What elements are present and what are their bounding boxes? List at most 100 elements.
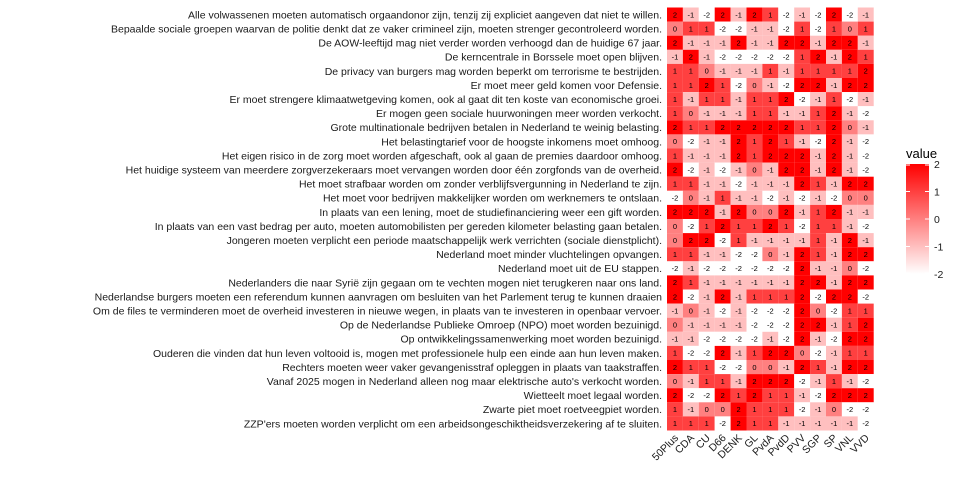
heatmap-cell: [714, 303, 731, 318]
cell-value-label: -2: [799, 377, 806, 386]
heatmap-cell: [667, 92, 683, 107]
row-label: Nederlanders die naar Syrië zijn gegaan …: [228, 277, 662, 289]
cell-value-label: -2: [783, 10, 790, 19]
cell-value-label: -1: [847, 208, 854, 217]
heatmap-cell: [857, 219, 874, 234]
row-label: Het huidige systeem van meerdere zorgver…: [126, 164, 662, 176]
heatmap-cell: [810, 331, 826, 346]
cell-value-label: 1: [736, 391, 740, 400]
cell-value-label: -2: [751, 250, 758, 259]
column-label: CDA: [673, 432, 697, 456]
cell-value-label: 2: [673, 123, 677, 132]
cell-value-label: -2: [847, 405, 854, 414]
heatmap-cell: [794, 92, 811, 107]
cell-value-label: -2: [862, 137, 869, 146]
row-label: Er moet meer geld komen voor Defensie.: [471, 80, 662, 92]
cell-value-label: -1: [703, 250, 710, 259]
row-label: Er mogen geen sociale huurwoningen meer …: [376, 108, 662, 120]
cell-value-label: -1: [783, 363, 790, 372]
heatmap-cell: [714, 345, 731, 360]
row-label: Nederland moet uit de EU stappen.: [498, 263, 662, 275]
heatmap-cell: [698, 247, 715, 262]
cell-value-label: -1: [815, 264, 822, 273]
cell-value-label: -1: [672, 306, 679, 315]
cell-value-label: -1: [703, 38, 710, 47]
heatmap-cell: [762, 35, 779, 50]
cell-value-label: -1: [799, 236, 806, 245]
cell-value-label: 1: [848, 320, 852, 329]
heatmap-cell: [762, 345, 779, 360]
cell-value-label: -2: [815, 349, 822, 358]
heatmap-cell: [841, 360, 858, 375]
heatmap-cell: [682, 176, 699, 191]
heatmap-cell: [794, 360, 811, 375]
cell-value-label: -1: [767, 335, 774, 344]
heatmap-cell: [667, 402, 683, 417]
cell-value-label: 0: [689, 109, 693, 118]
heatmap-cell: [778, 345, 795, 360]
cell-value-label: 1: [673, 67, 677, 76]
heatmap-cell: [667, 190, 683, 205]
heatmap-cell: [730, 247, 747, 262]
heatmap-cell: [857, 275, 874, 290]
cell-value-label: -2: [735, 179, 742, 188]
cell-value-label: -1: [735, 377, 742, 386]
heatmap-cell: [778, 7, 795, 22]
cell-value-label: 1: [864, 349, 868, 358]
heatmap-cell: [730, 49, 747, 64]
heatmap-cell: [810, 35, 826, 50]
cell-value-label: 2: [864, 335, 868, 344]
heatmap-cell: [762, 7, 779, 22]
heatmap-cell: [857, 331, 874, 346]
heatmap-cell: [841, 303, 858, 318]
cell-value-label: 2: [800, 179, 804, 188]
heatmap-cell: [730, 35, 747, 50]
heatmap-cell: [746, 416, 763, 431]
heatmap-cell: [714, 78, 731, 93]
heatmap-cell: [714, 134, 731, 149]
heatmap-cell: [826, 388, 842, 403]
heatmap-cell: [682, 190, 699, 205]
heatmap-cell: [730, 360, 747, 375]
cell-value-label: 1: [673, 419, 677, 428]
heatmap-cell: [698, 190, 715, 205]
cell-value-label: -1: [751, 67, 758, 76]
row-label: Het moet voor bedrijven makkelijker word…: [323, 193, 662, 205]
heatmap-cell: [667, 416, 683, 431]
heatmap-cell: [698, 120, 715, 135]
heatmap-cell: [826, 106, 842, 121]
heatmap-cell: [667, 7, 683, 22]
heatmap-cell: [746, 261, 763, 276]
heatmap-cell: [682, 360, 699, 375]
cell-value-label: 2: [736, 137, 740, 146]
cell-value-label: 1: [721, 194, 725, 203]
heatmap-cell: [841, 49, 858, 64]
cell-value-label: 2: [705, 208, 709, 217]
cell-value-label: -1: [815, 335, 822, 344]
heatmap-cell: [746, 233, 763, 248]
heatmap-cell: [746, 134, 763, 149]
heatmap-cell: [826, 204, 842, 219]
cell-value-label: 1: [832, 377, 836, 386]
cell-value-label: 1: [768, 67, 772, 76]
cell-value-label: 0: [752, 165, 756, 174]
cell-value-label: -2: [735, 250, 742, 259]
heatmap-cell: [857, 120, 874, 135]
cell-value-label: 1: [736, 236, 740, 245]
cell-value-label: -2: [783, 335, 790, 344]
cell-value-label: -1: [831, 349, 838, 358]
row-label: Jongeren moeten verplicht een periode ma…: [227, 235, 662, 247]
heatmap-cell: [841, 402, 858, 417]
heatmap-cell: [714, 35, 731, 50]
cell-value-label: -1: [719, 67, 726, 76]
cell-value-label: -1: [703, 165, 710, 174]
cell-value-label: -2: [719, 264, 726, 273]
heatmap-cell: [794, 247, 811, 262]
heatmap-cell: [746, 63, 763, 78]
heatmap-cell: [857, 345, 874, 360]
cell-value-label: -1: [672, 53, 679, 62]
heatmap-cell: [746, 360, 763, 375]
cell-value-label: -2: [719, 419, 726, 428]
cell-value-label: -1: [783, 419, 790, 428]
heatmap-cell: [698, 162, 715, 177]
